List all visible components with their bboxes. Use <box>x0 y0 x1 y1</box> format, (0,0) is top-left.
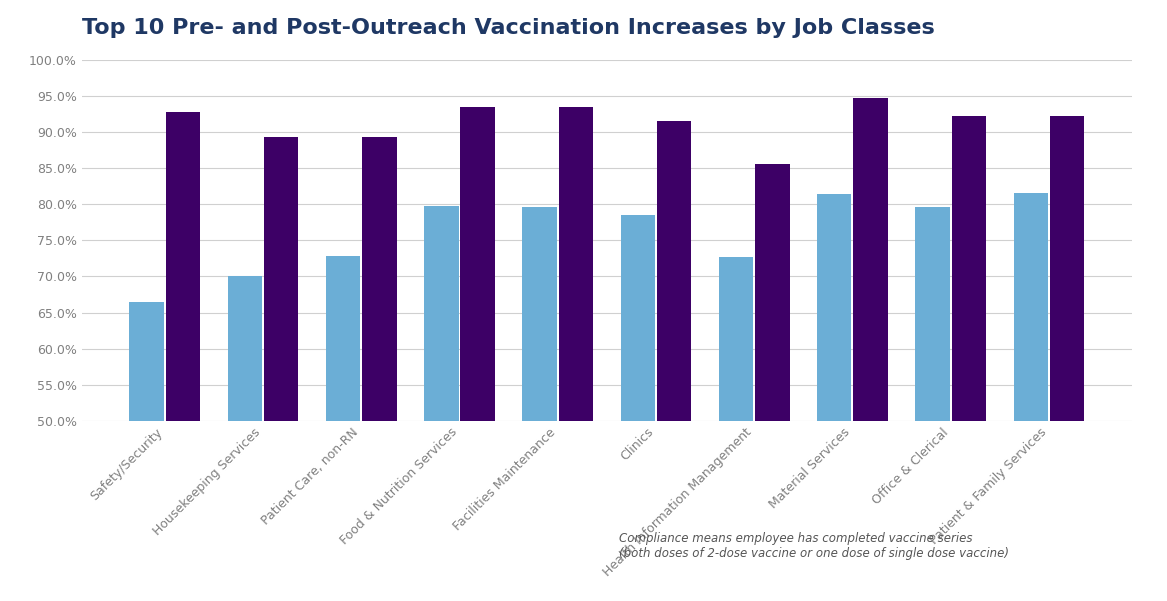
Bar <box>362 137 397 601</box>
Bar <box>951 117 986 601</box>
Text: Compliance means employee has completed vaccine series
(both doses of 2-dose vac: Compliance means employee has completed … <box>619 532 1008 560</box>
Bar <box>1050 117 1084 601</box>
Bar <box>621 215 655 601</box>
Bar <box>915 207 950 601</box>
Bar <box>755 164 790 601</box>
Bar <box>817 194 852 601</box>
Bar <box>461 107 495 601</box>
Bar <box>130 302 163 601</box>
Bar <box>853 99 888 601</box>
Bar <box>719 257 753 601</box>
Bar <box>559 107 593 601</box>
Bar <box>657 121 691 601</box>
Bar <box>166 112 201 601</box>
Text: Top 10 Pre- and Post-Outreach Vaccination Increases by Job Classes: Top 10 Pre- and Post-Outreach Vaccinatio… <box>82 18 935 38</box>
Bar <box>264 137 299 601</box>
Bar <box>326 256 361 601</box>
Bar <box>1013 193 1048 601</box>
Bar <box>228 276 263 601</box>
Bar <box>523 207 557 601</box>
Bar <box>424 206 459 601</box>
